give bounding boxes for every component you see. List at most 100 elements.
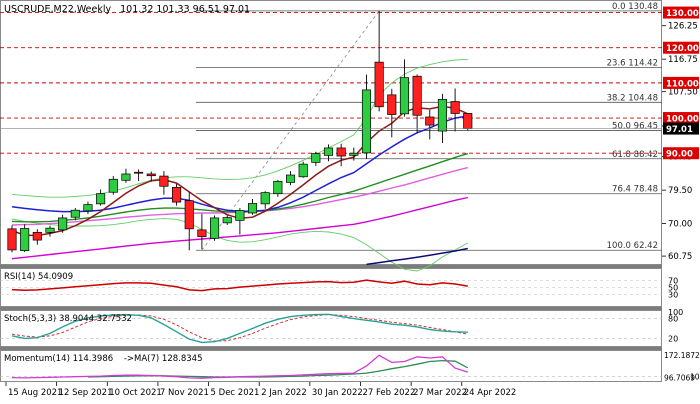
candle-body bbox=[121, 173, 131, 181]
stoch-main-line bbox=[11, 313, 468, 344]
time-axis-label: 7 Nov 2021 bbox=[160, 388, 209, 398]
rsi-axis-label: 70 bbox=[668, 277, 678, 286]
candle-body bbox=[197, 229, 207, 237]
candle-body bbox=[32, 231, 42, 241]
candle-body bbox=[323, 147, 334, 156]
candle-body bbox=[260, 192, 270, 205]
fib-label: 38.2 104.48 bbox=[607, 93, 658, 103]
level-badge-label: 120.00 bbox=[666, 44, 699, 54]
candle-body bbox=[399, 77, 410, 115]
level-badge bbox=[663, 112, 699, 125]
candle-body bbox=[450, 101, 460, 114]
candle-body bbox=[184, 200, 194, 230]
candle-body bbox=[235, 210, 245, 221]
candle-body bbox=[7, 228, 17, 251]
candle-body bbox=[83, 204, 93, 212]
candle-body bbox=[108, 178, 118, 193]
momentum-axis-label: 96.7069 bbox=[664, 373, 695, 382]
time-axis-label: 10 Oct 2021 bbox=[109, 388, 162, 398]
header-ohlc: 101.32 101.33 96.51 97.01 bbox=[120, 4, 250, 15]
level-badge-label: 100.00 bbox=[666, 115, 699, 125]
momentum-line bbox=[11, 354, 468, 379]
time-axis-label: 27 Mar 2022 bbox=[413, 388, 467, 398]
momentum-axis-label: 100 bbox=[690, 372, 700, 381]
time-axis-label: 24 Apr 2022 bbox=[464, 388, 517, 398]
fib-label: 23.6 114.42 bbox=[607, 58, 658, 68]
candle-body bbox=[374, 61, 384, 108]
momentum-axis-label: 172.1872 bbox=[664, 351, 700, 360]
ma-navy-line bbox=[366, 247, 468, 266]
candle-body bbox=[134, 171, 144, 174]
candle-body bbox=[437, 99, 447, 132]
candle-body bbox=[336, 147, 346, 157]
rsi-axis-label: 50 bbox=[668, 284, 678, 293]
candle-body bbox=[247, 203, 258, 214]
candle-body bbox=[159, 175, 169, 187]
stoch-pane-frame bbox=[0, 310, 662, 347]
fib-label: 100.0 62.42 bbox=[607, 241, 658, 251]
candle-body bbox=[361, 89, 372, 154]
fib-label: 76.4 78.48 bbox=[612, 185, 658, 195]
current-price-label: 97.01 bbox=[666, 125, 693, 135]
level-badge bbox=[663, 76, 699, 89]
rsi-line bbox=[11, 279, 468, 292]
stoch-axis-label: 80 bbox=[668, 315, 678, 324]
envelope-upper-line bbox=[11, 58, 468, 198]
fib-label: 61.8 88.42 bbox=[612, 150, 658, 160]
candle-body bbox=[45, 227, 55, 233]
time-axis-label: 12 Sep 2021 bbox=[59, 388, 113, 398]
ma-magenta-line bbox=[11, 196, 468, 260]
price-axis-label: 70.00 bbox=[668, 220, 692, 230]
fib-label: 0.0 130.48 bbox=[612, 2, 658, 12]
rsi-axis-label: 30 bbox=[668, 291, 678, 300]
candle-body bbox=[349, 152, 359, 156]
candle-body bbox=[387, 94, 397, 115]
current-price-badge bbox=[663, 122, 699, 135]
candle-body bbox=[96, 193, 106, 205]
level-badge bbox=[663, 41, 699, 54]
rsi-header: RSI(14) 54.0909 bbox=[4, 272, 73, 282]
candle-body bbox=[58, 217, 68, 231]
momentum-pane-frame bbox=[0, 350, 662, 382]
time-axis-label: 30 Jan 2022 bbox=[312, 388, 363, 398]
candle-body bbox=[311, 153, 321, 163]
time-axis-label: 27 Feb 2022 bbox=[362, 388, 415, 398]
candle-body bbox=[146, 173, 156, 177]
level-badge bbox=[663, 147, 699, 160]
candle-body bbox=[70, 209, 80, 218]
candle-body bbox=[210, 217, 220, 239]
momentum-header: Momentum(14) 114.3986 ->MA(7) 128.8345 bbox=[4, 354, 202, 364]
candle-body bbox=[222, 217, 232, 224]
stoch-pane bbox=[0, 313, 662, 344]
time-axis-label: 15 Aug 2021 bbox=[8, 388, 62, 398]
fib-label: 50.0 96.45 bbox=[612, 122, 658, 132]
main-price-pane: 0.0 130.48 23.6 114.42 38.2 104.48 50.0 96.… bbox=[0, 2, 662, 272]
envelope-lower-line bbox=[11, 218, 469, 272]
main-header: USCRUDE,M22,Weekly 101.32 101.33 96.51 9… bbox=[4, 4, 250, 15]
momentum-label: Momentum(14) 114.3986 bbox=[4, 354, 113, 364]
level-badge-label: 90.00 bbox=[666, 150, 693, 160]
price-axis: 60.7570.0079.5089.0597.75107.50116.75126… bbox=[662, 6, 700, 382]
price-axis-label: 60.75 bbox=[668, 252, 692, 262]
price-axis-label: 126.25 bbox=[668, 22, 698, 32]
momentum-pane bbox=[0, 354, 662, 379]
pane-separator bbox=[0, 347, 662, 350]
level-badge-label: 130.00 bbox=[666, 9, 699, 19]
candle-body bbox=[298, 163, 308, 178]
stoch-header: Stoch(5,3,3) 38.9044 32.7532 bbox=[4, 314, 132, 324]
candle-body bbox=[463, 113, 473, 129]
level-badge bbox=[663, 6, 699, 19]
stoch-axis-label: 100 bbox=[668, 308, 683, 317]
candle-body bbox=[425, 116, 435, 126]
price-axis-label: 116.75 bbox=[668, 55, 698, 65]
main-pane-frame bbox=[0, 0, 662, 265]
momentum-ma-label: ->MA(7) 128.8345 bbox=[124, 354, 203, 364]
price-axis-label: 107.50 bbox=[668, 88, 698, 98]
pane-separator bbox=[0, 307, 662, 310]
pane-separator bbox=[0, 265, 662, 268]
candle-body bbox=[172, 186, 182, 203]
rsi-pane bbox=[0, 279, 662, 295]
